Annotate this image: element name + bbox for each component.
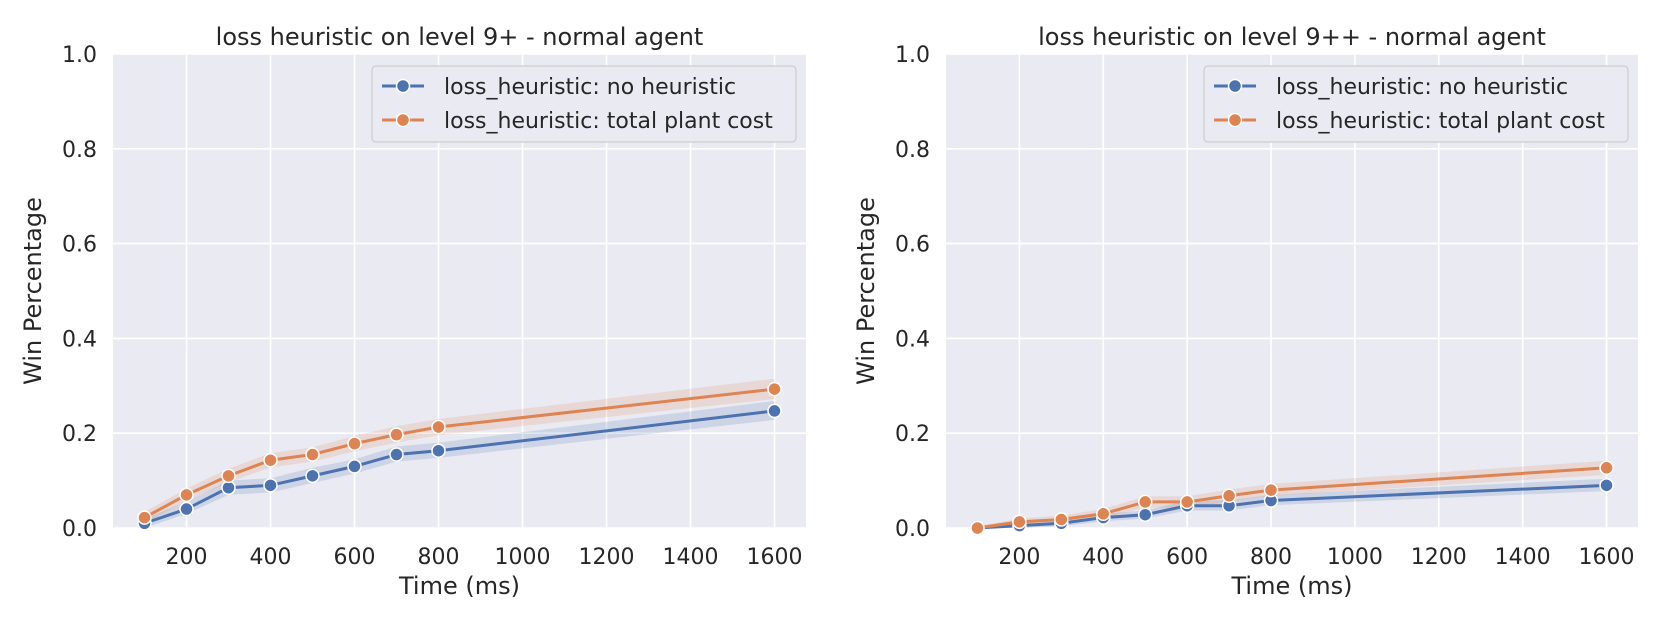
- data-point: [305, 468, 320, 484]
- data-point: [347, 459, 362, 474]
- y-tick-label: 0.6: [895, 233, 930, 258]
- chart-title: loss heuristic on level 9+ - normal agen…: [216, 23, 704, 51]
- data-point: [1054, 512, 1069, 527]
- legend-marker-1: [395, 78, 411, 94]
- x-tick-label: 1200: [579, 545, 635, 570]
- data-point: [970, 520, 985, 536]
- data-point: [263, 452, 278, 468]
- x-tick-label: 200: [998, 545, 1040, 570]
- data-point: [179, 501, 194, 517]
- legend-frame: [371, 65, 797, 143]
- legend-marker-2: [395, 112, 411, 128]
- x-tick-label: 1600: [747, 545, 803, 570]
- x-tick-label: 1600: [1579, 545, 1635, 570]
- chart-panel-2: 0.0 0.2 0.4 0.6 0.8 1.0 200 400 600 800 1000 1200 14…: [852, 23, 1638, 600]
- x-axis-label: Time (ms): [1231, 572, 1353, 600]
- data-point: [179, 487, 194, 503]
- x-tick-label: 600: [334, 545, 376, 570]
- data-point: [347, 436, 362, 451]
- data-point: [431, 419, 446, 435]
- data-point: [305, 447, 320, 462]
- data-point: [1012, 514, 1027, 530]
- data-point: [431, 443, 446, 458]
- legend-marker-2: [1227, 112, 1243, 128]
- y-tick-label: 0.4: [895, 327, 930, 352]
- x-tick-label: 1000: [495, 545, 551, 570]
- y-tick-label: 0.2: [895, 422, 930, 447]
- data-point: [1137, 507, 1153, 522]
- legend-marker-1: [1227, 78, 1243, 94]
- x-tick-label: 800: [1250, 545, 1292, 570]
- legend-label-2: loss_heuristic: total plant cost: [1276, 109, 1605, 134]
- confidence-band-2: [144, 378, 775, 524]
- y-tick-label: 1.0: [895, 43, 930, 68]
- y-tick-label: 0.0: [895, 517, 930, 542]
- data-point: [767, 403, 782, 419]
- legend-label-1: loss_heuristic: no heuristic: [1276, 75, 1568, 100]
- x-tick-label: 200: [166, 545, 208, 570]
- x-tick-label: 400: [250, 545, 292, 570]
- y-tick-label: 0.6: [62, 233, 97, 258]
- x-tick-label: 1200: [1411, 545, 1467, 570]
- data-point: [1179, 494, 1195, 510]
- y-axis-label: Win Percentage: [852, 197, 880, 385]
- data-point: [221, 480, 236, 495]
- y-tick-label: 0.8: [62, 138, 97, 163]
- confidence-band-1: [144, 400, 775, 528]
- y-tick-label: 1.0: [62, 43, 97, 68]
- legend: loss_heuristic: no heuristic loss_heurist…: [1203, 65, 1629, 143]
- data-point: [767, 381, 782, 397]
- data-point: [1263, 482, 1279, 498]
- y-axis-label: Win Percentage: [19, 197, 47, 385]
- data-point: [1221, 488, 1237, 504]
- x-tick-label: 600: [1166, 545, 1208, 570]
- data-point: [1137, 494, 1153, 510]
- data-point: [137, 510, 152, 525]
- y-tick-label: 0.8: [895, 138, 930, 163]
- legend: loss_heuristic: no heuristic loss_heurist…: [371, 65, 797, 143]
- x-tick-label: 1400: [663, 545, 719, 570]
- y-tick-label: 0.2: [62, 422, 97, 447]
- data-point: [1599, 460, 1614, 476]
- x-tick-label: 1400: [1495, 545, 1551, 570]
- legend-label-2: loss_heuristic: total plant cost: [444, 109, 773, 134]
- y-tick-label: 0.0: [62, 517, 97, 542]
- data-point: [1096, 506, 1111, 522]
- x-tick-label: 1000: [1327, 545, 1383, 570]
- legend-frame: [1203, 65, 1629, 143]
- legend-label-1: loss_heuristic: no heuristic: [444, 75, 736, 100]
- data-point: [221, 468, 236, 484]
- data-point: [263, 478, 278, 493]
- x-axis-label: Time (ms): [398, 572, 520, 600]
- chart-panel-1: 0.0 0.2 0.4 0.6 0.8 1.0 200 400 600 800 1000 1200 14…: [19, 23, 806, 600]
- data-point: [389, 447, 404, 462]
- chart-title: loss heuristic on level 9++ - normal age…: [1038, 23, 1546, 51]
- x-tick-label: 400: [1082, 545, 1124, 570]
- data-point: [389, 427, 404, 442]
- data-point: [1599, 478, 1614, 493]
- x-tick-label: 800: [418, 545, 460, 570]
- y-tick-label: 0.4: [62, 327, 97, 352]
